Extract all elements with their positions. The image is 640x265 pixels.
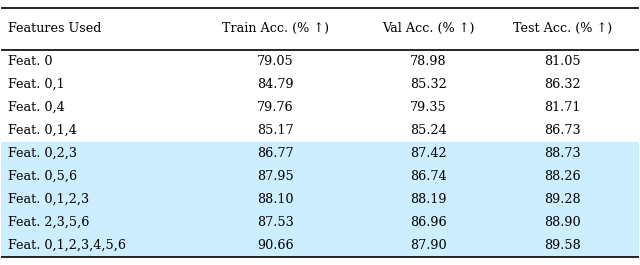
Text: Feat. 0,4: Feat. 0,4 bbox=[8, 101, 65, 114]
Text: Feat. 2,3,5,6: Feat. 2,3,5,6 bbox=[8, 216, 89, 229]
Text: 88.90: 88.90 bbox=[544, 216, 580, 229]
Text: Feat. 0,1,2,3,4,5,6: Feat. 0,1,2,3,4,5,6 bbox=[8, 239, 126, 252]
Text: 89.28: 89.28 bbox=[544, 193, 580, 206]
Text: 87.42: 87.42 bbox=[410, 147, 447, 160]
Text: 79.76: 79.76 bbox=[257, 101, 294, 114]
Text: 88.73: 88.73 bbox=[544, 147, 580, 160]
Text: 87.95: 87.95 bbox=[257, 170, 294, 183]
Text: 86.96: 86.96 bbox=[410, 216, 447, 229]
Text: Feat. 0,2,3: Feat. 0,2,3 bbox=[8, 147, 77, 160]
Bar bbox=[1, 142, 639, 165]
Bar bbox=[1, 211, 639, 234]
Text: 86.74: 86.74 bbox=[410, 170, 447, 183]
Text: 87.90: 87.90 bbox=[410, 239, 447, 252]
Text: 86.73: 86.73 bbox=[544, 124, 580, 137]
Text: 86.77: 86.77 bbox=[257, 147, 294, 160]
Text: Feat. 0,1: Feat. 0,1 bbox=[8, 78, 65, 91]
Text: 81.71: 81.71 bbox=[544, 101, 580, 114]
Text: 88.19: 88.19 bbox=[410, 193, 447, 206]
Text: Features Used: Features Used bbox=[8, 23, 101, 36]
Text: 79.05: 79.05 bbox=[257, 55, 294, 68]
Text: Feat. 0,5,6: Feat. 0,5,6 bbox=[8, 170, 77, 183]
Bar bbox=[1, 188, 639, 211]
Text: 85.17: 85.17 bbox=[257, 124, 294, 137]
Text: 79.35: 79.35 bbox=[410, 101, 447, 114]
Text: 86.32: 86.32 bbox=[544, 78, 580, 91]
Bar bbox=[1, 234, 639, 257]
Text: 90.66: 90.66 bbox=[257, 239, 294, 252]
Text: Feat. 0,1,4: Feat. 0,1,4 bbox=[8, 124, 77, 137]
Text: 88.10: 88.10 bbox=[257, 193, 294, 206]
Text: 84.79: 84.79 bbox=[257, 78, 294, 91]
Text: Feat. 0: Feat. 0 bbox=[8, 55, 52, 68]
Text: Train Acc. (% ↑): Train Acc. (% ↑) bbox=[222, 23, 329, 36]
Text: 87.53: 87.53 bbox=[257, 216, 294, 229]
Text: 85.32: 85.32 bbox=[410, 78, 447, 91]
Text: Val Acc. (% ↑): Val Acc. (% ↑) bbox=[382, 23, 475, 36]
Text: 85.24: 85.24 bbox=[410, 124, 447, 137]
Text: 88.26: 88.26 bbox=[544, 170, 580, 183]
Text: 89.58: 89.58 bbox=[544, 239, 580, 252]
Text: 81.05: 81.05 bbox=[544, 55, 580, 68]
Text: Feat. 0,1,2,3: Feat. 0,1,2,3 bbox=[8, 193, 89, 206]
Bar bbox=[1, 165, 639, 188]
Text: 78.98: 78.98 bbox=[410, 55, 447, 68]
Text: Test Acc. (% ↑): Test Acc. (% ↑) bbox=[513, 23, 612, 36]
